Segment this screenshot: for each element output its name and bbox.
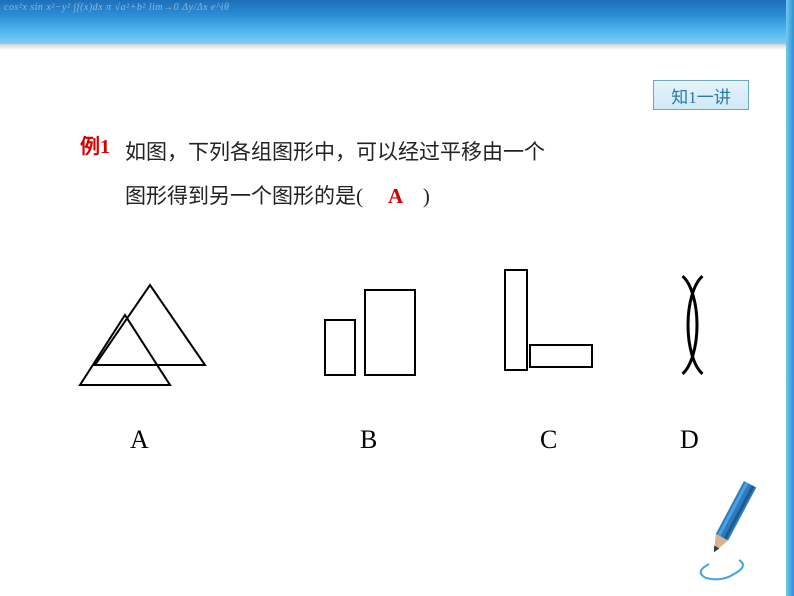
option-a-shapes	[80, 285, 205, 385]
example-label: 例1	[80, 130, 110, 159]
question-spacer	[368, 184, 379, 208]
formula-overlay: cos²x sin x²−y² ∫f(x)dx π √a²+b² lim→0 Δ…	[0, 0, 240, 44]
option-c-shapes	[505, 270, 592, 370]
question-spacer2	[412, 184, 417, 208]
option-a-label: A	[130, 425, 149, 455]
lesson-tag: 知1一讲	[653, 80, 749, 110]
option-d-shapes	[683, 276, 703, 374]
figures-svg	[70, 225, 710, 425]
question-text: 如图，下列各组图形中，可以经过平移由一个 图形得到另一个图形的是( A )	[125, 130, 665, 218]
option-d-label: D	[680, 425, 699, 455]
side-strip	[786, 0, 794, 596]
figures-container: A B C D	[70, 225, 710, 425]
answer-letter: A	[384, 184, 407, 208]
question-line2-post: )	[423, 184, 430, 208]
option-b-shapes	[325, 290, 415, 375]
question-line1: 如图，下列各组图形中，可以经过平移由一个	[125, 140, 545, 164]
lesson-tag-text: 知1一讲	[671, 83, 731, 108]
option-c-label: C	[540, 425, 557, 455]
header-shadow	[0, 44, 794, 50]
option-b-label: B	[360, 425, 377, 455]
pencil-icon	[684, 464, 774, 584]
header-band: cos²x sin x²−y² ∫f(x)dx π √a²+b² lim→0 Δ…	[0, 0, 794, 44]
question-line2-pre: 图形得到另一个图形的是(	[125, 184, 363, 208]
